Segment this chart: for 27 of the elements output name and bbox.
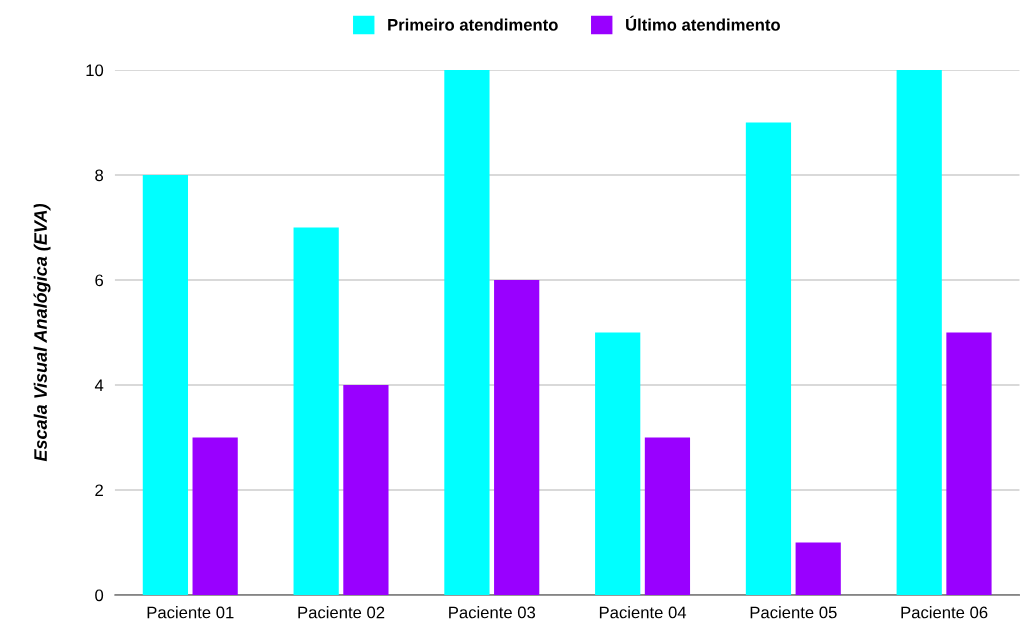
bar [343, 385, 389, 595]
bar [142, 175, 189, 595]
legend-label: Último atendimento [626, 15, 780, 31]
bar [795, 542, 841, 595]
x-tick-label: Paciente 05 [750, 606, 837, 619]
y-tick-label: 4 [94, 379, 104, 392]
y-axis-title: Escala Visual Analógica (EVA) [33, 203, 51, 462]
bar [745, 122, 792, 595]
x-tick-label: Paciente 02 [298, 606, 385, 619]
bar [494, 280, 540, 595]
y-tick-label: 6 [95, 274, 104, 287]
bar [946, 332, 992, 595]
legend-label: Primeiro atendimento [388, 18, 558, 31]
bar [293, 227, 339, 595]
x-tick-label: Paciente 03 [449, 606, 536, 619]
y-tick-label: 8 [95, 169, 104, 182]
x-tick-label: Paciente 01 [147, 606, 234, 619]
x-tick-label: Paciente 04 [599, 606, 687, 619]
y-tick-label: 2 [95, 484, 103, 497]
bar [896, 70, 942, 595]
y-tick-label: 10 [86, 64, 104, 77]
bar [192, 437, 238, 595]
bar [644, 437, 691, 595]
bar [444, 70, 490, 595]
y-tick-label: 0 [95, 589, 104, 602]
x-tick-label: Paciente 06 [901, 606, 988, 619]
bar [595, 332, 641, 595]
